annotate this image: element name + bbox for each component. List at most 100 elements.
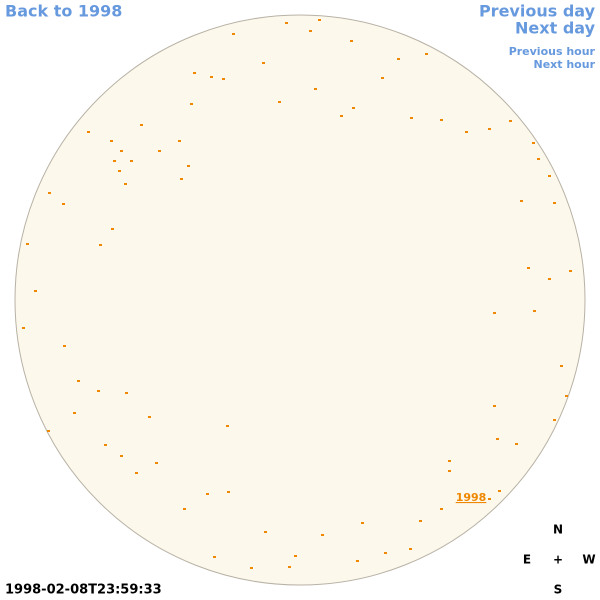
active-region [498, 490, 501, 492]
active-region [527, 267, 530, 269]
active-region [278, 101, 281, 103]
active-region [352, 107, 355, 109]
active-region [130, 160, 133, 162]
active-region [158, 150, 161, 152]
active-region [190, 103, 193, 105]
active-region [515, 443, 518, 445]
compass-center: + [553, 553, 563, 567]
timestamp: 1998-02-08T23:59:33 [5, 583, 162, 598]
active-region [509, 120, 512, 122]
active-region [73, 412, 76, 414]
active-region [384, 552, 387, 554]
active-region [124, 183, 127, 185]
active-region [206, 493, 209, 495]
active-region [110, 140, 113, 142]
active-region [222, 78, 225, 80]
active-region [294, 555, 297, 557]
active-region [565, 395, 568, 397]
active-region [113, 160, 116, 162]
active-region [262, 62, 265, 64]
active-region [97, 390, 100, 392]
active-region [409, 548, 412, 550]
active-region [520, 200, 523, 202]
active-region [381, 77, 384, 79]
active-region [99, 244, 102, 246]
compass-south: S [554, 583, 563, 597]
active-region [493, 405, 496, 407]
active-region [87, 131, 90, 133]
active-region [193, 72, 196, 74]
active-region [232, 33, 235, 35]
active-region [120, 150, 123, 152]
next-hour-link[interactable]: Next hour [534, 58, 596, 71]
next-day-link[interactable]: Next day [515, 19, 596, 38]
active-region [532, 142, 535, 144]
active-region [309, 30, 312, 32]
active-region [148, 416, 151, 418]
compass-west: W [582, 553, 595, 567]
active-region [569, 270, 572, 272]
active-region [111, 228, 114, 230]
active-region [285, 22, 288, 24]
active-regions [22, 19, 572, 569]
active-region [496, 438, 499, 440]
compass-north: N [553, 523, 563, 537]
active-region [250, 567, 253, 569]
active-region [183, 508, 186, 510]
active-region [210, 76, 213, 78]
active-region [118, 170, 121, 172]
active-region [533, 310, 536, 312]
active-region [226, 425, 229, 427]
active-region [560, 365, 563, 367]
active-region [178, 140, 181, 142]
active-region [47, 430, 50, 432]
active-region [493, 312, 496, 314]
active-region [180, 178, 183, 180]
active-region [488, 498, 491, 500]
active-region [227, 491, 230, 493]
solar-disk [14, 14, 586, 586]
active-region [318, 19, 321, 21]
active-region [34, 290, 37, 292]
active-region [553, 419, 556, 421]
active-region [140, 124, 143, 126]
active-region [410, 117, 413, 119]
active-region [397, 58, 400, 60]
active-region [77, 380, 80, 382]
compass-east: E [523, 553, 531, 567]
active-region [48, 192, 51, 194]
active-region [63, 345, 66, 347]
active-region [448, 460, 451, 462]
active-region [314, 88, 317, 90]
active-region [361, 522, 364, 524]
active-region [187, 165, 190, 167]
previous-day-link[interactable]: Previous day [479, 2, 596, 21]
active-region [288, 566, 291, 568]
active-region [135, 472, 138, 474]
active-region [356, 560, 359, 562]
back-link[interactable]: Back to 1998 [5, 2, 122, 21]
active-region [264, 531, 267, 533]
active-region [488, 128, 491, 130]
active-region [548, 278, 551, 280]
active-region [104, 444, 107, 446]
previous-hour-link[interactable]: Previous hour [509, 45, 596, 58]
active-region [465, 131, 468, 133]
active-region [321, 534, 324, 536]
active-region [26, 243, 29, 245]
active-region [340, 115, 343, 117]
active-region [22, 327, 25, 329]
active-region [155, 462, 158, 464]
active-region [350, 40, 353, 42]
active-region [213, 556, 216, 558]
year-label[interactable]: 1998 [456, 491, 487, 504]
active-region [425, 53, 428, 55]
active-region [62, 203, 65, 205]
active-region [419, 520, 422, 522]
active-region [553, 202, 556, 204]
active-region [537, 158, 540, 160]
active-region [448, 470, 451, 472]
active-region [548, 175, 551, 177]
